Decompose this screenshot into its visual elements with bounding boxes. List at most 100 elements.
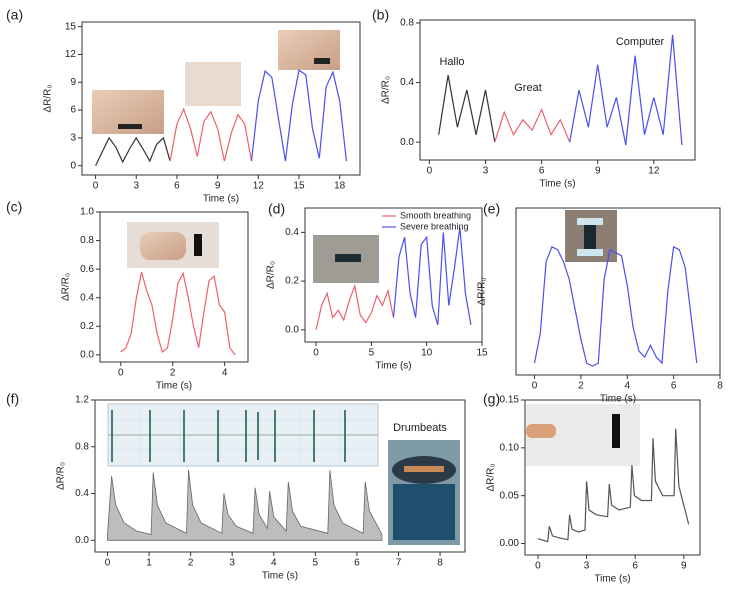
line xyxy=(438,74,496,143)
x-tick-label: 15 xyxy=(293,181,305,192)
x-tick-label: 3 xyxy=(483,166,489,177)
y-axis-title: ΔR/R₀ xyxy=(61,273,72,301)
x-tick-label: 1 xyxy=(146,558,152,569)
area xyxy=(107,470,383,541)
x-tick-label: 4 xyxy=(271,558,277,569)
x-tick-label: 4 xyxy=(222,368,228,379)
x-axis-title: Time (s) xyxy=(262,571,298,582)
x-tick-label: 0 xyxy=(427,166,433,177)
x-tick-label: 3 xyxy=(133,181,139,192)
line xyxy=(120,271,236,356)
sensor xyxy=(584,222,596,252)
x-tick-label: 3 xyxy=(229,558,235,569)
sensor xyxy=(118,124,142,129)
x-tick-label: 0 xyxy=(118,368,124,379)
panel-label: (a) xyxy=(6,7,23,23)
y-tick-label: 0.4 xyxy=(285,227,299,238)
x-tick-label: 0 xyxy=(532,381,538,392)
panel: 0 3 6 9 0.00 0.05 0.10 0.15(g) Time (s) ΔR/R₀ xyxy=(483,391,701,585)
y-tick-label: 0.8 xyxy=(75,441,89,452)
y-axis-title: ΔR/R₀ xyxy=(477,277,488,305)
x-axis-title: Time (s) xyxy=(375,361,411,372)
sensor xyxy=(404,466,444,472)
x-tick-label: 5 xyxy=(369,348,375,359)
plot-frame xyxy=(515,207,721,376)
x-tick-label: 0 xyxy=(93,181,99,192)
x-axis-title: Time (s) xyxy=(594,574,630,585)
x-tick-label: 7 xyxy=(396,558,402,569)
x-axis-title: Time (s) xyxy=(156,381,192,392)
panel: 0 2 4 6 8 (e) Time (s) ΔR/R₀ xyxy=(477,201,724,405)
panel-label: (c) xyxy=(6,199,22,215)
fist xyxy=(140,232,186,260)
sensor xyxy=(194,234,202,256)
x-tick-label: 3 xyxy=(584,561,590,572)
y-axis-title: ΔR/R₀ xyxy=(266,261,277,289)
line xyxy=(494,107,571,143)
x-tick-label: 18 xyxy=(334,181,346,192)
x-tick-label: 6 xyxy=(174,181,180,192)
line xyxy=(169,107,253,162)
y-tick-label: 0.05 xyxy=(500,490,520,501)
y-tick-label: 0.2 xyxy=(80,321,94,332)
y-tick-label: 0.00 xyxy=(500,538,520,549)
photo-knee xyxy=(278,30,340,70)
y-axis-title: ΔR/R₀ xyxy=(486,463,497,491)
x-tick-label: 2 xyxy=(578,381,584,392)
x-tick-label: 6 xyxy=(632,561,638,572)
line xyxy=(569,34,683,146)
y-tick-label: 0.2 xyxy=(285,276,299,287)
y-tick-label: 0.0 xyxy=(75,535,89,546)
legend-label: Severe breathing xyxy=(400,221,469,231)
legend-label: Smooth breathing xyxy=(400,210,471,220)
x-tick-label: 6 xyxy=(354,558,360,569)
y-tick-label: 15 xyxy=(65,21,77,32)
x-tick-label: 5 xyxy=(313,558,319,569)
panel: 0 1 2 3 4 5 6 7 8 0.0 0.4 0.8 1.2 (f) Time (s) ΔR/R₀ Dru… xyxy=(6,391,466,582)
x-tick-label: 9 xyxy=(595,166,601,177)
x-tick-label: 15 xyxy=(476,348,488,359)
annotation: Drumbeats xyxy=(393,422,447,434)
sensor xyxy=(612,414,620,448)
x-tick-label: 2 xyxy=(188,558,194,569)
y-tick-label: 9 xyxy=(70,77,76,88)
photo-arm xyxy=(185,62,241,106)
y-tick-label: 0.0 xyxy=(285,324,299,335)
y-tick-label: 0.6 xyxy=(80,264,94,275)
line xyxy=(250,69,347,162)
panel: 0 3 6 9 12 0.0 0.4 0.8 (b) Time (s) ΔR/R₀ Hallo Grea… xyxy=(372,7,696,190)
x-tick-label: 0 xyxy=(105,558,111,569)
line xyxy=(537,428,690,543)
x-tick-label: 12 xyxy=(253,181,265,192)
y-axis-title: ΔR/R₀ xyxy=(56,462,67,490)
y-tick-label: 12 xyxy=(65,49,77,60)
x-tick-label: 8 xyxy=(437,558,443,569)
panel: 0 2 4 0.0 0.2 0.4 0.6 0.8 1.0 (c) Time (s) ΔR/R₀ xyxy=(6,199,249,392)
line xyxy=(315,283,395,330)
x-tick-label: 9 xyxy=(215,181,221,192)
y-tick-label: 0.10 xyxy=(500,442,520,453)
annotation: Great xyxy=(514,82,542,94)
panel-label: (g) xyxy=(483,391,500,407)
plot-frame xyxy=(94,399,466,553)
x-tick-label: 8 xyxy=(717,381,723,392)
panel-label: (e) xyxy=(483,201,500,217)
panel-label: (f) xyxy=(6,391,19,407)
panel-label: (d) xyxy=(268,201,285,217)
waveform-spikes xyxy=(111,410,346,462)
y-tick-label: 3 xyxy=(70,133,76,144)
line xyxy=(533,245,698,367)
x-tick-label: 10 xyxy=(421,348,433,359)
x-tick-label: 0 xyxy=(535,561,541,572)
tape xyxy=(577,249,603,256)
plot-frame xyxy=(99,211,249,363)
panel: 0 3 6 9 12 15 18 0 3 6 9 12 15 (a) Time (s) ΔR/R₀ xyxy=(6,7,361,205)
panel-label: (b) xyxy=(372,7,389,23)
tape xyxy=(577,218,603,225)
panel: 0 5 10 15 0.0 0.2 0.4(d) Time (s) ΔR/R₀ Smooth br… xyxy=(266,201,488,372)
x-tick-label: 6 xyxy=(671,381,677,392)
y-tick-label: 0.4 xyxy=(80,292,94,303)
y-tick-label: 0.0 xyxy=(400,137,414,148)
x-tick-label: 6 xyxy=(539,166,545,177)
